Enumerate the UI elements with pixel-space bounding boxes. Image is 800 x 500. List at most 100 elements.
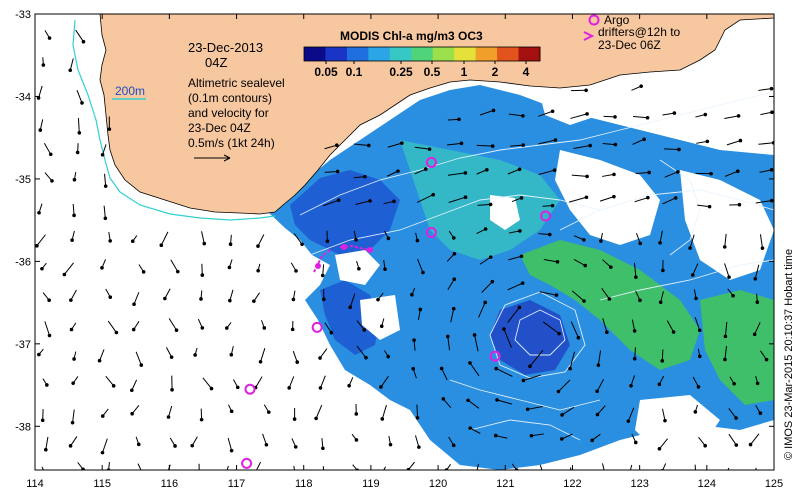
velocity-arrow — [324, 169, 340, 174]
velocity-arrow — [132, 292, 140, 307]
velocity-arrow — [354, 404, 359, 416]
velocity-arrow — [630, 464, 633, 470]
velocity-arrow — [693, 289, 698, 301]
velocity-arrow — [376, 292, 384, 302]
velocity-arrow — [131, 321, 140, 332]
velocity-arrow — [224, 322, 232, 330]
velocity-arrow — [318, 348, 328, 360]
argo-legend-chevron-icon — [583, 31, 595, 41]
velocity-arrow — [68, 436, 78, 448]
velocity-arrow — [602, 318, 609, 334]
velocity-arrow — [626, 407, 635, 423]
x-tick-label: 116 — [161, 478, 179, 490]
velocity-arrow — [201, 231, 207, 246]
cloud-patch-2 — [680, 170, 774, 280]
velocity-arrow — [42, 292, 51, 302]
velocity-arrow — [570, 321, 581, 340]
cloud-patch-3 — [490, 195, 520, 230]
velocity-arrow — [696, 139, 710, 144]
colorbar-swatch — [497, 47, 520, 61]
velocity-arrow — [635, 233, 643, 246]
velocity-arrow — [595, 405, 606, 417]
velocity-arrow — [658, 291, 664, 305]
velocity-arrow — [439, 366, 448, 381]
velocity-arrow — [599, 232, 603, 243]
colorbar-swatch — [518, 47, 541, 61]
x-tick-label: 119 — [362, 478, 380, 490]
velocity-arrow — [166, 405, 173, 419]
velocity-arrow — [694, 316, 702, 333]
velocity-arrow — [70, 409, 75, 425]
velocity-arrow — [293, 233, 304, 247]
velocity-arrow — [571, 290, 586, 303]
velocity-arrow — [602, 259, 613, 269]
velocity-arrow — [657, 375, 665, 387]
velocity-arrow — [44, 321, 52, 338]
velocity-arrow — [631, 433, 638, 445]
velocity-arrow — [493, 433, 508, 439]
velocity-arrow — [476, 463, 480, 470]
velocity-arrow — [635, 290, 642, 303]
velocity-arrow — [193, 347, 198, 357]
velocity-arrow — [752, 322, 761, 337]
y-tick-label: -37 — [15, 339, 31, 351]
velocity-arrow — [379, 375, 389, 389]
velocity-arrow — [256, 234, 265, 248]
argo-float-marker — [489, 350, 501, 362]
velocity-arrow — [697, 204, 712, 209]
velocity-arrow — [43, 142, 53, 157]
velocity-arrow — [347, 377, 354, 388]
velocity-arrow — [69, 322, 77, 332]
velocity-arrow — [539, 291, 559, 297]
velocity-arrow — [662, 408, 667, 423]
velocity-arrow — [759, 234, 765, 250]
velocity-arrow — [521, 374, 542, 383]
velocity-arrow — [290, 320, 295, 332]
velocity-arrow — [729, 202, 742, 207]
velocity-arrow — [228, 404, 234, 414]
velocity-arrow — [355, 199, 372, 206]
velocity-arrow — [37, 348, 44, 357]
velocity-arrow — [417, 307, 423, 321]
velocity-arrow — [693, 404, 698, 414]
colorbar-tick-label: 0.5 — [424, 65, 441, 79]
velocity-arrow — [199, 408, 204, 422]
velocity-arrow — [263, 404, 271, 414]
velocity-arrow — [631, 319, 637, 333]
velocity-arrow — [448, 230, 456, 240]
cloud-patch-1 — [555, 150, 660, 245]
velocity-arrow — [348, 293, 356, 310]
colorbar-tick-label: 0.25 — [389, 65, 413, 79]
velocity-arrow — [105, 375, 116, 388]
colorbar-swatch — [475, 47, 498, 61]
velocity-arrow — [728, 433, 739, 447]
velocity-arrow — [170, 375, 174, 392]
velocity-arrow — [755, 198, 774, 204]
argo-float-marker — [241, 457, 253, 469]
velocity-arrow — [76, 90, 84, 105]
velocity-arrow — [662, 111, 677, 116]
credit-text: © IMOS 23-Mar-2015 20:10:37 Hobart time — [783, 249, 795, 460]
velocity-arrow — [292, 407, 297, 421]
info-line-1: Altimetric sealevel — [188, 76, 285, 90]
velocity-arrow — [729, 376, 736, 386]
velocity-arrow — [383, 260, 387, 271]
velocity-arrow — [603, 115, 617, 119]
plot-frame — [34, 13, 775, 471]
velocity-arrow — [42, 378, 49, 387]
info-line-2: (0.1m contours) — [188, 91, 272, 105]
x-tick-label: 120 — [429, 478, 447, 490]
velocity-arrow — [477, 202, 493, 207]
scale-arrow — [194, 154, 231, 162]
velocity-arrow — [414, 146, 432, 151]
velocity-arrow — [632, 137, 646, 145]
x-tick-label: 114 — [26, 478, 44, 490]
velocity-arrow — [511, 196, 524, 203]
velocity-arrow — [494, 366, 513, 377]
velocity-arrow — [468, 426, 481, 434]
colorbar-swatch — [432, 47, 455, 61]
velocity-arrow — [476, 167, 489, 175]
velocity-arrow — [571, 88, 588, 93]
velocity-arrow — [379, 318, 385, 329]
